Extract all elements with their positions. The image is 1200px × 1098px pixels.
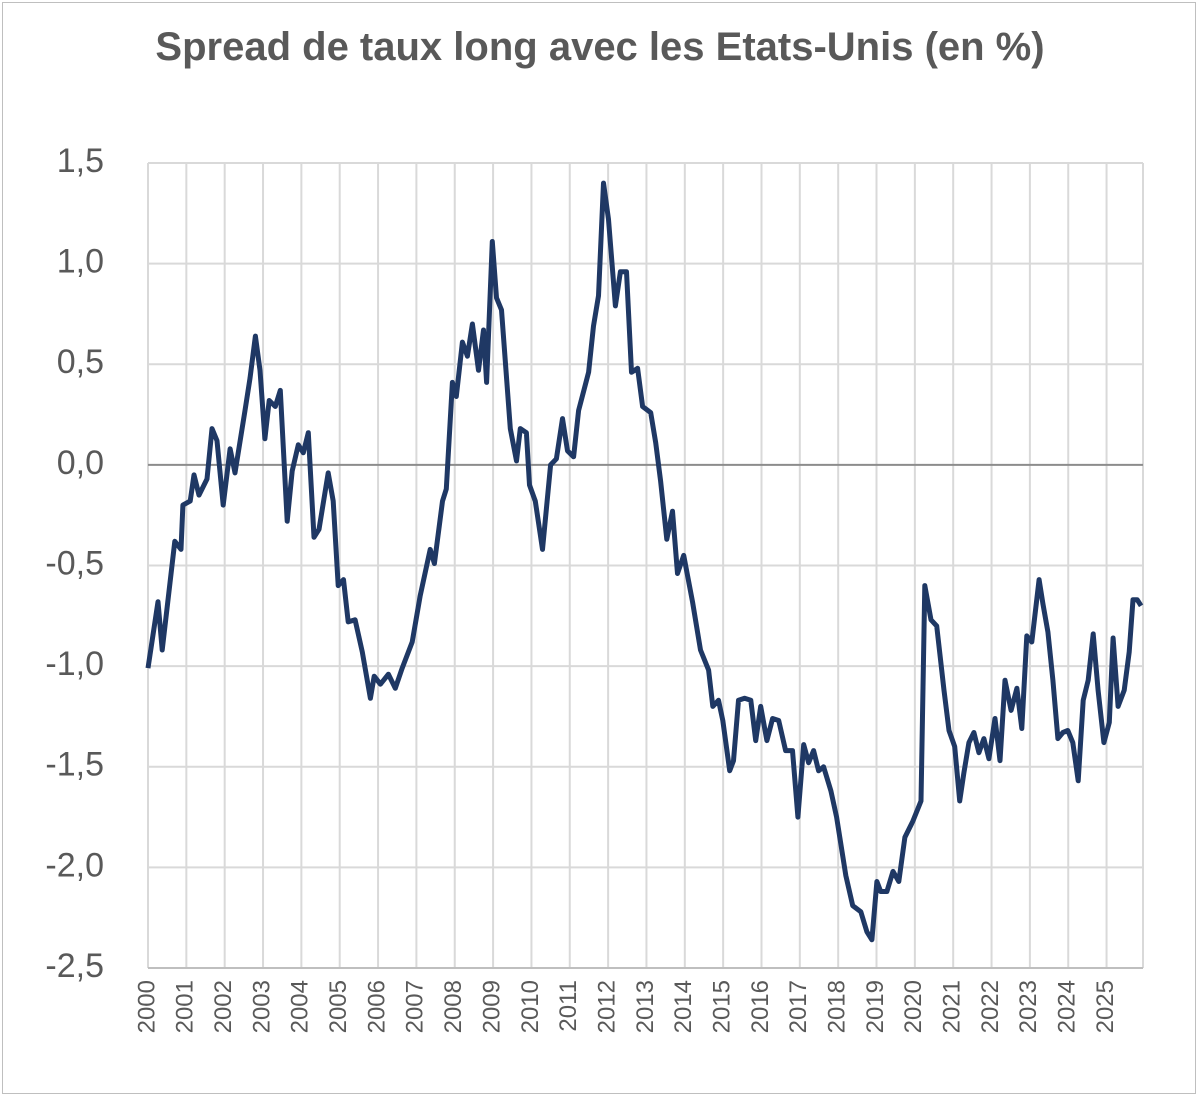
x-tick-label: 2009: [478, 980, 505, 1033]
y-tick-label: 0,0: [57, 444, 104, 482]
x-tick-label: 2017: [785, 980, 812, 1033]
x-tick-label: 2000: [133, 980, 160, 1033]
x-tick-label: 2004: [287, 980, 314, 1033]
x-tick-label: 2010: [517, 980, 544, 1033]
x-tick-label: 2002: [210, 980, 237, 1033]
x-tick-label: 2023: [1015, 980, 1042, 1033]
x-tick-label: 2007: [402, 980, 429, 1033]
y-tick-label: -1,5: [45, 746, 104, 784]
x-tick-label: 2014: [670, 980, 697, 1033]
x-tick-label: 2018: [824, 980, 851, 1033]
data-line: [145, 180, 1144, 943]
x-tick-label: 2019: [862, 980, 889, 1033]
x-tick-label: 2013: [632, 980, 659, 1033]
y-tick-label: -1,0: [45, 645, 104, 683]
x-tick-label: 2011: [555, 980, 582, 1032]
x-tick-label: 2006: [363, 980, 390, 1033]
x-tick-label: 2001: [172, 980, 199, 1033]
x-tick-label: 2016: [747, 980, 774, 1033]
x-tick-label: 2024: [1054, 980, 1081, 1033]
x-tick-label: 2021: [939, 980, 966, 1033]
y-tick-label: -2,5: [45, 947, 104, 985]
x-tick-label: 2012: [593, 980, 620, 1033]
y-tick-label: 1,5: [57, 142, 104, 180]
x-tick-label: 2022: [977, 980, 1004, 1033]
x-tick-label: 2005: [325, 980, 352, 1033]
chart-title: Spread de taux long avec les Etats-Unis …: [155, 25, 1045, 69]
x-tick-label: 2003: [248, 980, 275, 1033]
x-tick-label: 2020: [900, 980, 927, 1033]
y-tick-label: -0,5: [45, 544, 104, 582]
x-tick-label: 2015: [708, 980, 735, 1033]
y-tick-label: -2,0: [45, 846, 104, 884]
x-tick-label: 2008: [440, 980, 467, 1033]
y-tick-label: 1,0: [57, 243, 104, 281]
y-tick-label: 0,5: [57, 343, 104, 381]
x-tick-label: 2025: [1092, 980, 1119, 1033]
